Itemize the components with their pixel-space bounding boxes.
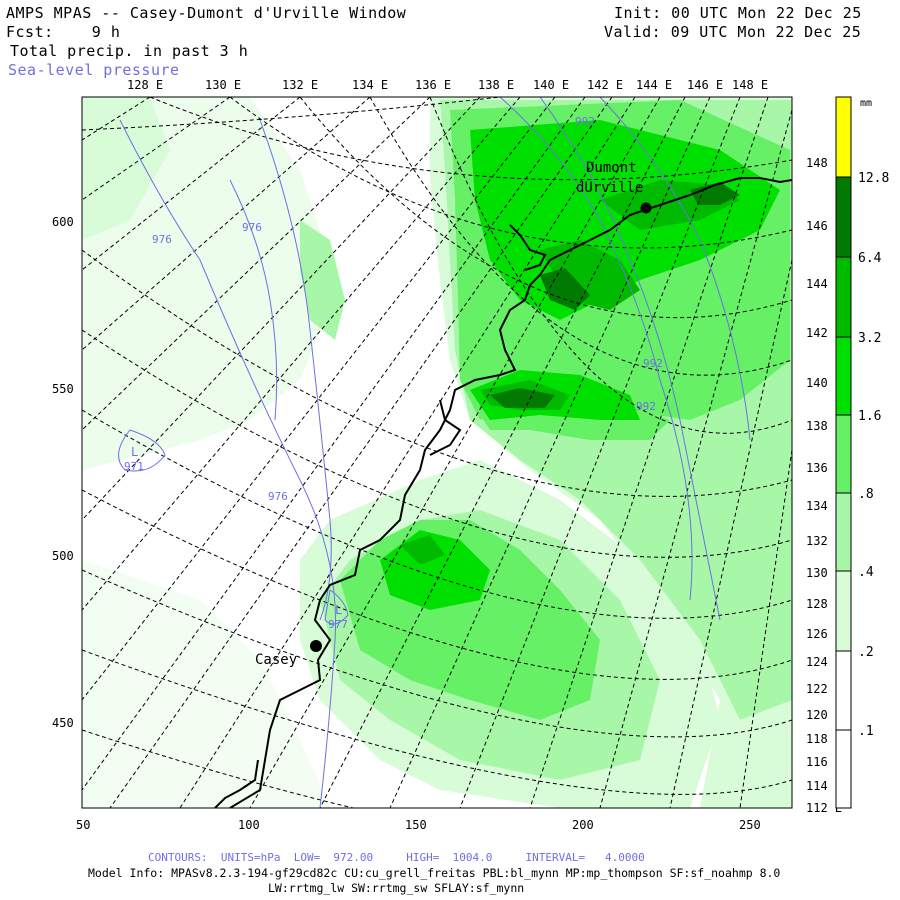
y-grid-label: 500 [52,549,74,563]
lat-label: 122 E [806,682,842,696]
lon-label: 136 E [415,78,451,92]
legend-swatch [836,177,851,257]
legend-level: .4 [858,565,874,580]
lat-label: 138 E [806,419,842,433]
lat-label: 144 E [806,277,842,291]
top-lon-labels: 128 E 130 E 132 E 134 E 136 E 138 E 140 … [127,78,768,92]
coastline [214,177,792,808]
right-lat-labels: 148 E 146 E 144 E 142 E 140 E 138 E 136 … [806,156,842,815]
fcst-value: 9 h [91,23,121,41]
pressure-contours [118,97,751,808]
lat-label: 130 E [806,566,842,580]
overlay-name: Sea-level pressure [8,61,180,79]
y-grid-label: 600 [52,215,74,229]
lon-label: 144 E [636,78,672,92]
pressure-label: 976 [242,221,262,234]
x-grid-label: 100 [238,818,260,832]
precip-legend: mm 12.8 6.4 3.2 1.6 .8 .4 .2 .1 [835,96,889,809]
legend-level: .2 [858,645,874,660]
lon-label: 140 E [533,78,569,92]
legend-level: .1 [858,724,874,739]
x-grid-label: 150 [405,818,427,832]
init-time: Init: 00 UTC Mon 22 Dec 25 [614,4,862,22]
chart-title: AMPS MPAS -- Casey-Dumont d'Urville Wind… [6,4,407,22]
place-label: Dumont [586,160,637,176]
pressure-label: 976 [152,233,172,246]
pressure-label: 977 [328,618,348,631]
valid-time: Valid: 09 UTC Mon 22 Dec 25 [604,23,862,41]
lat-label: 134 E [806,499,842,513]
legend-swatch [836,337,851,415]
model-info: Model Info: MPASv8.2.3-194-gf29cd82c CU:… [88,866,781,880]
x-grid-label: 200 [572,818,594,832]
casey-marker [310,640,322,652]
legend-level: .8 [858,487,874,502]
legend-swatch [836,571,851,651]
grid-labels: 600 550 500 450 50 100 150 200 250 [52,215,761,832]
x-grid-label: 50 [76,818,90,832]
pressure-label: 992 [636,400,656,413]
field-name: Total precip. in past 3 h [10,42,249,60]
x-grid-label: 250 [739,818,761,832]
lat-label: 112 E [806,801,842,815]
lat-label: 128 E [806,597,842,611]
lat-label: 136 E [806,461,842,475]
low-marker: L [335,603,342,617]
lon-label: 146 E [687,78,723,92]
pressure-label: 976 [268,490,288,503]
legend-swatch [836,97,851,177]
lat-label: 116 E [806,755,842,769]
legend-unit: mm [860,98,872,109]
fcst-label: Fcst: [6,23,54,41]
lat-label: 132 E [806,534,842,548]
precip-field [82,97,792,808]
map-frame [81,96,793,809]
pressure-label: 971 [124,460,144,473]
lon-label: 130 E [205,78,241,92]
lat-label: 140 E [806,376,842,390]
legend-level: 1.6 [858,409,881,424]
legend-swatch [836,257,851,337]
legend-level: 6.4 [858,251,882,266]
graticule [82,97,792,808]
place-label: dUrville [576,180,643,196]
lat-label: 148 E [806,156,842,170]
pressure-label: 992 [643,357,663,370]
lat-label: 126 E [806,627,842,641]
model-info-2: LW:rrtmg_lw SW:rrtmg_sw SFLAY:sf_mynn [268,881,525,895]
pressure-label: 992 [575,115,595,128]
lon-label: 134 E [352,78,388,92]
lat-label: 142 E [806,326,842,340]
legend-swatch [836,493,851,571]
lon-label: 128 E [127,78,163,92]
lat-label: 114 E [806,779,842,793]
forecast-hour: Fcst: 9 h [6,23,120,41]
lat-label: 118 E [806,732,842,746]
contour-info: CONTOURS: UNITS=hPa LOW= 972.00 HIGH= 10… [148,851,645,864]
legend-level: 12.8 [858,171,889,186]
legend-level: 3.2 [858,331,881,346]
low-marker: L [131,445,138,459]
place-label: Casey [255,652,297,668]
dumont-durville-marker [640,202,652,214]
legend-swatch [836,415,851,493]
y-grid-label: 550 [52,382,74,396]
lon-label: 132 E [282,78,318,92]
y-grid-label: 450 [52,716,74,730]
lon-label: 138 E [478,78,514,92]
lat-label: 124 E [806,655,842,669]
lon-label: 148 E [732,78,768,92]
pressure-label-group: 992 976 976 992 992 976 971 977 L L [124,115,663,631]
lon-label: 142 E [587,78,623,92]
lat-label: 146 E [806,219,842,233]
lat-label: 120 E [806,708,842,722]
